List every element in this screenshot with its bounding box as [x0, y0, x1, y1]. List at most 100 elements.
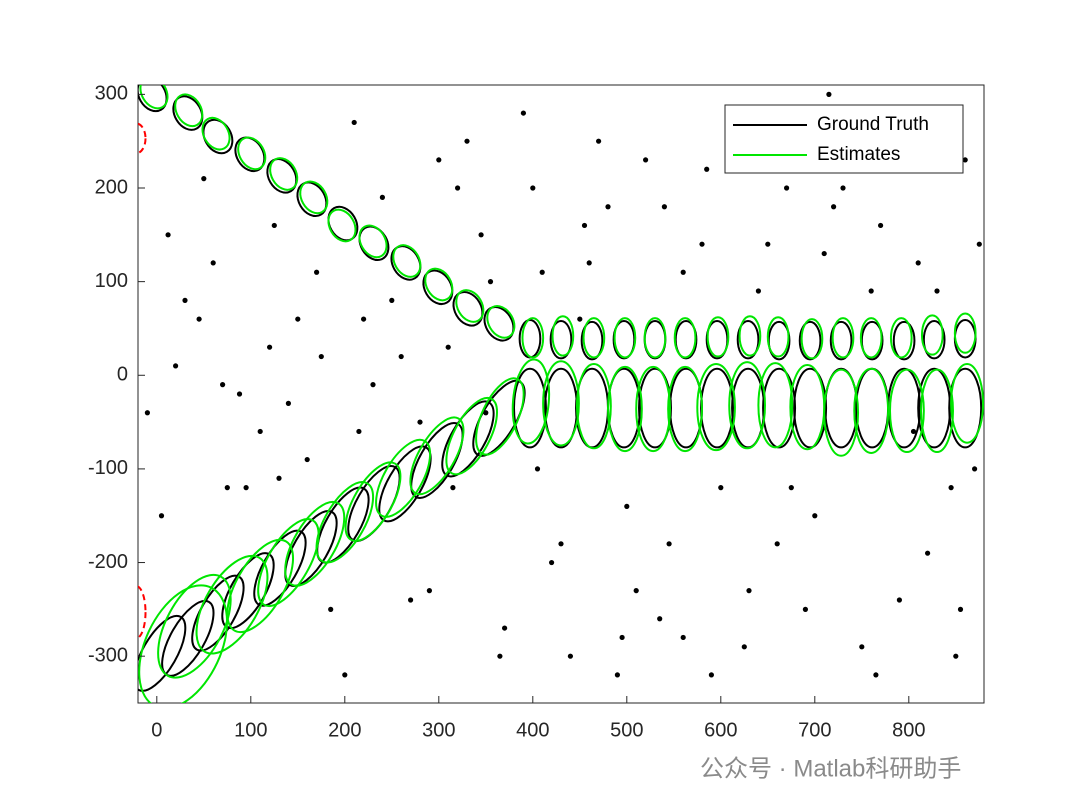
clutter-point	[455, 185, 461, 191]
clutter-point	[182, 297, 188, 303]
track-ellipse	[138, 85, 168, 113]
clutter-point	[196, 316, 202, 322]
clutter-point	[361, 316, 367, 322]
track-ellipse	[195, 554, 269, 655]
clutter-point	[144, 410, 150, 416]
track-ellipse	[757, 362, 794, 449]
track-ellipse	[549, 319, 573, 360]
clutter-point	[165, 232, 171, 238]
track-ellipse	[226, 538, 295, 634]
watermark: 公众号 · Matlab科研助手	[700, 755, 961, 782]
clutter-point	[826, 91, 832, 97]
legend-label: Ground Truth	[817, 114, 929, 135]
clutter-point	[577, 316, 583, 322]
clutter-point	[953, 653, 959, 659]
x-tick-label: 600	[704, 719, 737, 741]
x-tick-label: 800	[892, 719, 925, 741]
track-ellipse	[542, 360, 580, 447]
clutter-point	[398, 353, 404, 360]
track-ellipse	[800, 318, 824, 360]
birth-ellipse	[138, 122, 147, 155]
track-ellipse	[607, 365, 643, 453]
track-ellipse	[157, 573, 232, 679]
clutter-point	[295, 316, 301, 322]
track-ellipse	[445, 396, 498, 476]
clutter-point	[910, 428, 917, 435]
clutter-point	[342, 672, 348, 678]
track-ellipse	[920, 368, 954, 454]
track-ellipse	[424, 267, 454, 302]
clutter-point	[236, 391, 243, 397]
clutter-point	[948, 485, 954, 491]
clutter-point	[436, 157, 442, 163]
y-tick-label: -200	[88, 551, 128, 573]
track-ellipse	[486, 305, 516, 339]
clutter-point	[478, 232, 484, 238]
track-ellipse	[580, 320, 604, 361]
track-ellipse	[766, 316, 790, 358]
clutter-point	[581, 222, 588, 229]
clutter-point	[784, 185, 790, 191]
track-ellipse	[948, 367, 983, 449]
clutter-point	[661, 204, 668, 210]
track-ellipse	[344, 461, 402, 542]
clutter-point	[408, 597, 414, 603]
track-ellipse	[551, 315, 575, 357]
clutter-point	[802, 606, 809, 612]
y-tick-label: -100	[88, 457, 128, 479]
track-ellipse	[174, 93, 204, 128]
track-ellipse	[831, 317, 855, 359]
track-ellipse	[829, 320, 853, 361]
clutter-point	[356, 428, 362, 435]
track-ellipse	[392, 244, 422, 278]
clutter-point	[549, 559, 555, 566]
clutter-point	[812, 513, 818, 519]
clutter-point	[534, 466, 541, 472]
x-tick-label: 0	[151, 719, 162, 741]
y-tick-label: 0	[117, 364, 128, 386]
clutter-point	[389, 297, 395, 303]
track-ellipse	[736, 319, 760, 360]
track-ellipse	[920, 314, 944, 356]
clutter-point	[558, 541, 564, 547]
clutter-point	[741, 644, 747, 650]
track-ellipse	[823, 368, 860, 457]
track-ellipse	[889, 368, 925, 454]
clutter-point	[567, 653, 574, 659]
track-ellipse	[139, 85, 169, 110]
clutter-point	[962, 157, 968, 163]
y-tick-label: 300	[95, 83, 128, 105]
clutter-point	[708, 672, 715, 678]
track-ellipse	[950, 363, 984, 444]
clutter-point	[972, 466, 978, 472]
track-ellipse	[284, 500, 346, 587]
track-ellipse	[643, 317, 667, 359]
clutter-point	[680, 269, 686, 275]
clutter-point	[755, 288, 762, 294]
track-ellipse	[667, 365, 704, 453]
track-ellipse	[409, 416, 465, 496]
clutter-point	[765, 241, 771, 247]
track-ellipse	[138, 614, 187, 692]
clutter-point	[624, 503, 630, 509]
clutter-point	[158, 513, 165, 519]
track-ellipse	[889, 317, 913, 359]
track-ellipse	[455, 289, 485, 323]
clutter-point	[220, 382, 226, 388]
clutter-point	[271, 222, 277, 229]
clutter-point	[201, 176, 207, 182]
clutter-point	[502, 625, 508, 631]
clutter-point	[417, 419, 423, 425]
clutter-point	[450, 485, 456, 491]
plot-layer	[138, 85, 984, 703]
track-ellipse	[738, 315, 762, 357]
clutter-point	[680, 634, 686, 641]
clutter-point	[718, 485, 724, 491]
clutter-point	[774, 541, 780, 547]
track-ellipse	[953, 312, 977, 354]
track-ellipse	[234, 136, 266, 173]
legend-box	[724, 104, 964, 174]
clutter-point	[267, 344, 273, 350]
clutter-point	[304, 456, 310, 463]
